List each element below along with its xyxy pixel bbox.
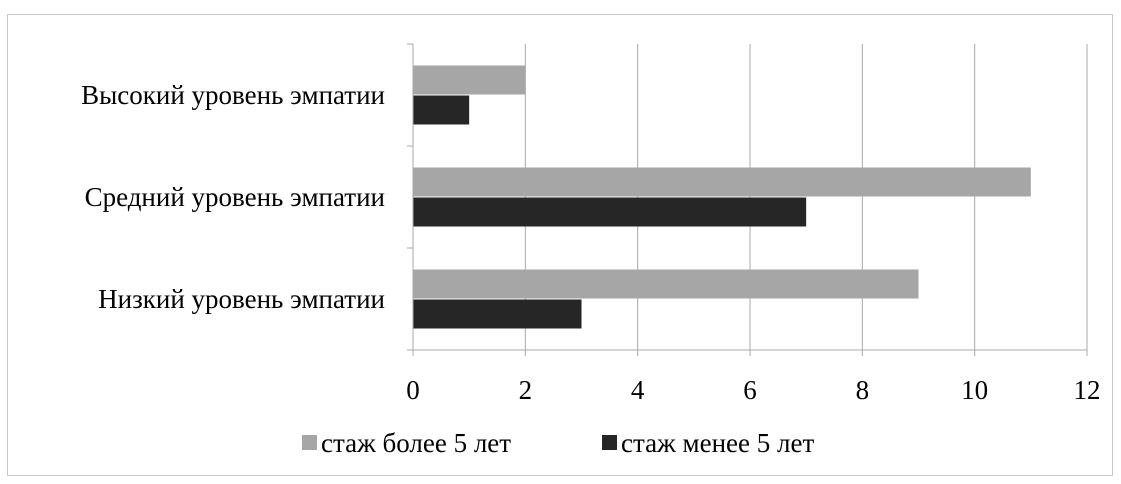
legend-swatch-1: [602, 435, 617, 450]
category-label-2: Низкий уровень эмпатии: [98, 284, 385, 314]
x-tick-label-8: 8: [856, 375, 870, 405]
x-tick-label-6: 6: [743, 375, 757, 405]
chart-frame: [7, 14, 1113, 476]
bar-series1-cat0: [413, 95, 470, 125]
bar-series1-cat1: [413, 197, 807, 227]
legend: стаж более 5 лет стаж менее 5 лет: [302, 428, 814, 458]
legend-label-0: стаж более 5 лет: [321, 428, 511, 458]
bar-series0-cat1: [413, 167, 1031, 197]
x-tick-label-4: 4: [631, 375, 645, 405]
category-label-1: Средний уровень эмпатии: [85, 182, 385, 212]
legend-swatch-0: [302, 435, 317, 450]
legend-label-1: стаж менее 5 лет: [621, 428, 814, 458]
bar-series0-cat2: [413, 269, 919, 299]
grid-layer: [524, 44, 1088, 350]
labels-layer: 0 2 4 6 8 10 12 Высокий уровень эмпатии Средний …: [81, 80, 1100, 405]
x-tick-label-0: 0: [406, 375, 420, 405]
bar-series1-cat2: [413, 299, 582, 329]
bars-layer: [413, 65, 1031, 329]
axis-layer: [407, 43, 1088, 356]
category-label-0: Высокий уровень эмпатии: [81, 80, 385, 110]
x-tick-label-10: 10: [961, 375, 988, 405]
bar-series0-cat0: [413, 65, 526, 95]
x-tick-label-12: 12: [1074, 375, 1101, 405]
x-tick-label-2: 2: [519, 375, 533, 405]
